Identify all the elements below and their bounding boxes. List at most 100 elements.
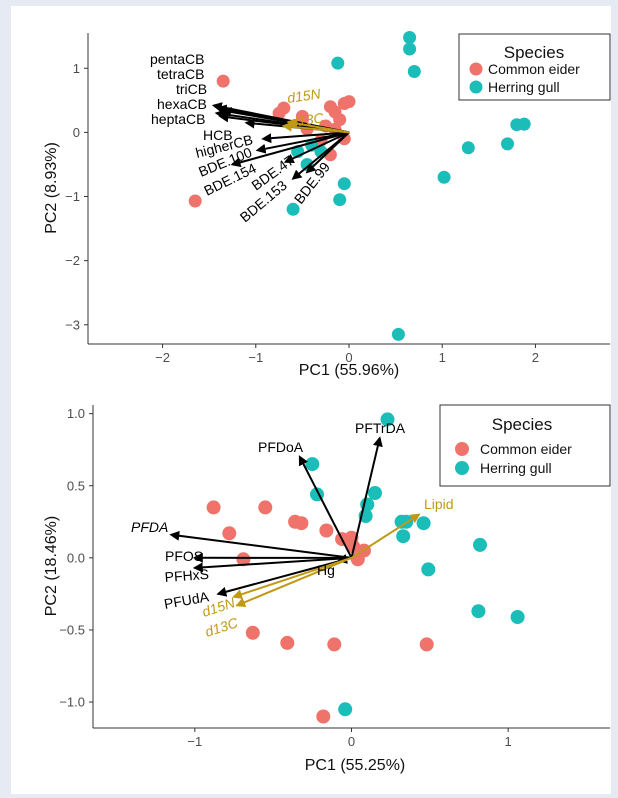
loadings-top	[211, 102, 350, 180]
y-axis-label-bottom: PC2 (18.46%)	[43, 516, 60, 617]
y-tick-label: 1	[73, 61, 80, 76]
loading-arrow-PFUdA-1	[216, 556, 352, 597]
legend-label-gull-top: Herring gull	[488, 79, 560, 95]
loading-label-d13C: d13C	[289, 109, 325, 130]
point-herring-gull-0	[380, 412, 395, 427]
point-herring-gull-1	[305, 457, 320, 472]
loading-arrow-Lipid-1	[350, 513, 421, 559]
loading-label-Lipid: Lipid	[424, 496, 454, 512]
loading-arrow-higherCB-0	[261, 131, 350, 144]
x-tick-label: 0	[345, 350, 352, 365]
y-tick-label: −1	[65, 189, 80, 204]
x-tick-label: −2	[155, 350, 170, 365]
loading-label-triCB: triCB	[176, 81, 207, 97]
loading-label-PFTrDA: PFTrDA	[355, 420, 406, 436]
point-common-eider-15	[316, 709, 331, 724]
loading-arrow-PFDoA-1	[298, 455, 353, 559]
point-herring-gull-3	[407, 65, 421, 78]
legend-marker-gull-top	[469, 80, 483, 94]
legend-marker-gull-bottom	[455, 461, 469, 475]
loading-arrow-PFDA-1	[169, 530, 352, 559]
x-tick-label: 1	[505, 734, 512, 749]
legend-top: Species Common eider Herring gull	[458, 33, 611, 101]
y-tick-label: −3	[65, 317, 80, 332]
loading-arrow-BDE100-0	[255, 131, 350, 154]
point-common-eider-14	[327, 637, 342, 652]
loading-arrow-PFTrDA-1	[350, 436, 383, 559]
point-common-eider-6	[319, 523, 334, 538]
point-herring-gull-9	[391, 327, 405, 341]
point-herring-gull-8	[416, 516, 431, 531]
x-tick-label: 1	[439, 350, 446, 365]
loading-label-PFDA: PFDA	[131, 519, 168, 535]
y-tick-label: −0.5	[59, 622, 85, 637]
loading-label-PFOS: PFOS	[165, 548, 203, 564]
loading-arrow-d15N-1	[232, 556, 352, 600]
point-common-eider-0	[216, 74, 230, 88]
legend-label-eider-bottom: Common eider	[480, 441, 572, 457]
loading-arrow-d13C-1	[235, 556, 352, 607]
point-herring-gull-2	[403, 42, 417, 56]
loading-arrow-BDE99-0	[305, 131, 350, 174]
point-common-eider-0	[206, 500, 221, 515]
point-common-eider-5	[294, 516, 309, 531]
loading-label-Hg: Hg	[317, 562, 335, 578]
loading-label-d15N: d15N	[286, 85, 322, 106]
point-herring-gull-13	[510, 610, 525, 624]
loadings-bottom	[169, 436, 421, 607]
point-common-eider-1	[188, 194, 202, 208]
loading-label-PFUdA: PFUdA	[163, 588, 211, 612]
legend-bottom: Species Common eider Herring gull	[439, 404, 611, 487]
point-herring-gull-6	[501, 137, 514, 151]
loading-arrow-PFHxS-1	[192, 556, 352, 573]
biplot-top: pentaCB tetraCB triCB hexaCB heptaCB HCB…	[43, 31, 611, 379]
y-tick-label: 1.0	[67, 406, 85, 421]
point-common-eider-3	[258, 500, 273, 515]
x-axis-label-top: PC1 (55.96%)	[299, 362, 400, 379]
y-tick-label: 0.0	[67, 550, 85, 565]
loading-label-tetraCB: tetraCB	[157, 66, 204, 82]
legend-box-top	[458, 33, 611, 101]
point-herring-gull-8	[437, 170, 451, 184]
biplot-bottom: PFTrDA PFDoA PFDA PFOS PFHxS PFUdA Hg Li…	[43, 404, 611, 774]
point-herring-gull-10	[473, 537, 487, 552]
loading-arrow-d13C-0	[281, 121, 350, 134]
loading-label-pentaCB: pentaCB	[150, 51, 204, 67]
loading-label-HCB: HCB	[203, 127, 233, 143]
legend-label-gull-bottom: Herring gull	[480, 460, 552, 476]
point-common-eider-9	[342, 95, 356, 109]
point-common-eider-12	[245, 625, 260, 640]
point-herring-gull-11	[421, 562, 436, 577]
x-tick-label: −1	[248, 350, 263, 365]
legend-title-bottom: Species	[492, 415, 552, 434]
point-herring-gull-3	[368, 486, 382, 500]
loading-arrow-BDE154-0	[230, 131, 350, 168]
point-herring-gull-7	[461, 141, 475, 155]
y-tick-label: 0	[73, 125, 80, 140]
legend-label-eider-top: Common eider	[488, 61, 580, 77]
point-common-eider-1	[222, 526, 237, 541]
point-common-eider-13	[280, 635, 295, 650]
legend-title-top: Species	[504, 43, 564, 62]
axes-bottom: −1 0 1 −1.0 −0.5 0.0 0.5 1.0	[59, 405, 610, 749]
point-herring-gull-12	[471, 604, 486, 619]
x-tick-label: 2	[532, 350, 539, 365]
y-tick-label: −2	[65, 253, 80, 268]
loading-label-PFDoA: PFDoA	[258, 439, 304, 455]
point-common-eider-9	[346, 539, 361, 554]
legend-marker-eider-top	[469, 62, 483, 76]
loading-label-heptaCB: heptaCB	[151, 111, 205, 127]
axes-top: −2 −1 0 1 2 −3 −2 −1 0 1	[65, 33, 610, 365]
point-common-eider-8	[333, 113, 347, 127]
point-herring-gull-0	[331, 56, 345, 70]
point-herring-gull-1	[403, 31, 417, 44]
point-herring-gull-9	[396, 529, 411, 544]
point-common-eider-16	[419, 637, 434, 652]
y-tick-label: 0.5	[67, 478, 85, 493]
loading-label-hexaCB: hexaCB	[157, 96, 207, 112]
x-tick-label: 0	[348, 734, 355, 749]
y-tick-label: −1.0	[59, 695, 85, 710]
point-common-eider-2	[236, 552, 251, 567]
loading-labels-bottom: PFTrDA PFDoA PFDA PFOS PFHxS PFUdA Hg Li…	[131, 420, 454, 640]
y-axis-label-top: PC2 (8.93%)	[43, 142, 60, 234]
